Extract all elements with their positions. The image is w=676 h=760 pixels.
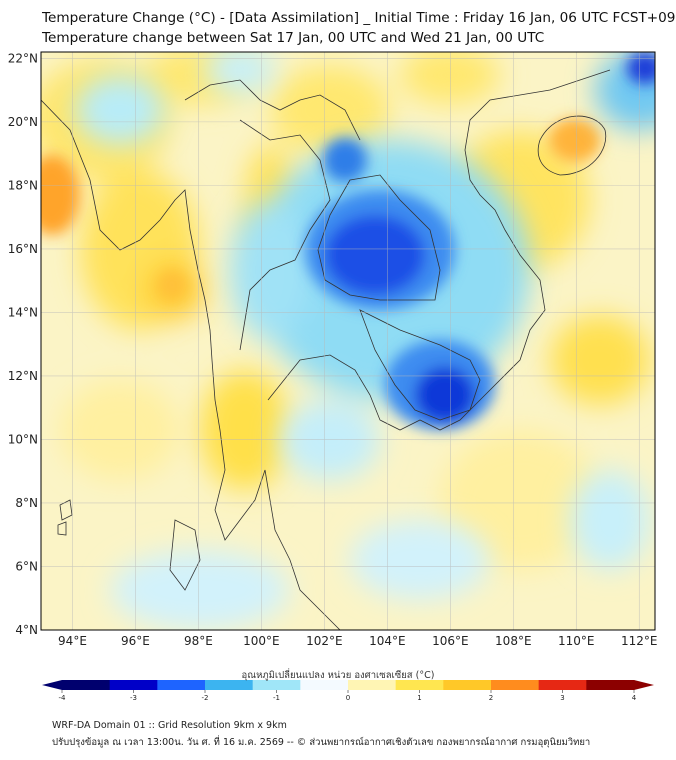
cool-patch (350, 520, 490, 600)
lon-label: 94°E (58, 634, 87, 648)
latitude-labels: 22°N 20°N 18°N 16°N 14°N 12°N 10°N 8°N 6°N 4°N (8, 51, 38, 637)
colorbar-tick-label: 2 (489, 694, 493, 702)
colorbar-tick-label: 4 (632, 694, 637, 702)
colorbar-bar (42, 680, 654, 690)
coastlines (41, 69, 611, 630)
lat-label: 14°N (8, 305, 38, 319)
colorbar-ticks: -4 -3 -2 -1 0 1 2 3 4 (59, 690, 637, 702)
colorbar-segment (395, 680, 444, 690)
lon-label: 98°E (184, 634, 213, 648)
lon-label: 102°E (306, 634, 343, 648)
cool-patch (280, 400, 380, 480)
lon-label: 106°E (432, 634, 469, 648)
map-title: Temperature Change (°C) - [Data Assimila… (42, 10, 676, 26)
warm-core (158, 271, 186, 299)
colorbar-title: อุณหภูมิเปลี่ยนแปลง หน่วย องศาเซลเซียส (… (241, 670, 435, 681)
colorbar-tick-label: -2 (202, 694, 209, 702)
map-frame (40, 51, 656, 631)
coastline-west (41, 99, 341, 630)
colorbar-segment (538, 680, 587, 690)
cold-core-northeast-thailand (325, 215, 425, 295)
lat-label: 4°N (15, 623, 38, 637)
colorbar-tick-label: -3 (130, 694, 137, 702)
thailand-border (239, 119, 331, 351)
footer-update-info: ปรับปรุงข้อมูล ณ เวลา 13:00น. วัน ศ. ที่… (52, 737, 591, 748)
warm-patch (400, 52, 500, 105)
colorbar-tick-label: -1 (273, 694, 280, 702)
colorbar-segment (491, 680, 540, 690)
cold-northern-laos (323, 138, 367, 182)
colorbar-segment (586, 680, 635, 690)
lat-label: 22°N (8, 51, 38, 65)
map-plot-area (41, 52, 655, 630)
colorbar-segment (157, 680, 206, 690)
lat-label: 18°N (8, 178, 38, 192)
footer-model-info: WRF-DA Domain 01 :: Grid Resolution 9km … (52, 720, 287, 731)
colorbar-tick-label: 3 (560, 694, 564, 702)
warm-patch (440, 430, 600, 570)
colorbar-segment (348, 680, 397, 690)
warm-patch (60, 380, 180, 480)
lon-label: 104°E (369, 634, 406, 648)
northeast-thailand-border (317, 174, 441, 301)
northern-border (184, 79, 361, 141)
colorbar-tick-label: 0 (346, 694, 350, 702)
cold-northeast-corner (627, 52, 655, 84)
cool-patch (110, 550, 290, 630)
coastline-east (267, 69, 611, 431)
island-outline (169, 519, 201, 591)
colorbar-segment (205, 680, 254, 690)
cold-core-layer (305, 52, 655, 430)
colorbar-segment (252, 680, 301, 690)
map-subtitle: Temperature change between Sat 17 Jan, 0… (42, 30, 545, 46)
cool-patch (570, 470, 650, 570)
colorbar-extend-max (634, 680, 654, 690)
cool-patch (205, 52, 275, 95)
lat-label: 10°N (8, 432, 38, 446)
lat-label: 16°N (8, 242, 38, 256)
lat-label: 20°N (8, 115, 38, 129)
lon-label: 96°E (121, 634, 150, 648)
warm-patch (270, 65, 390, 155)
islands (57, 499, 73, 536)
cambodia-border (359, 309, 481, 421)
cold-core-cambodia (415, 367, 475, 423)
lat-label: 6°N (15, 559, 38, 573)
hainan-coastline (537, 115, 607, 176)
colorbar-segment (62, 680, 111, 690)
cool-patch (75, 75, 165, 145)
warm-patch (200, 370, 290, 490)
longitude-labels: 94°E 96°E 98°E 100°E 102°E 104°E 106°E 108°E 110… (58, 634, 657, 648)
colorbar-extend-min (42, 680, 62, 690)
colorbar-tick-label: -4 (59, 694, 67, 702)
lon-label: 112°E (621, 634, 658, 648)
lon-label: 108°E (495, 634, 532, 648)
gridlines (41, 52, 655, 630)
lat-label: 8°N (15, 496, 38, 510)
lon-label: 110°E (558, 634, 595, 648)
colorbar-tick-label: 1 (417, 694, 421, 702)
colorbar: -4 -3 -2 -1 0 1 2 3 4 (42, 680, 654, 702)
warm-patch (550, 315, 650, 405)
colorbar-segment (443, 680, 492, 690)
warm-core-hainan (549, 118, 601, 162)
warm-core-bay-of-bengal (41, 155, 80, 235)
lon-label: 100°E (243, 634, 280, 648)
colorbar-segment (300, 680, 349, 690)
lat-label: 12°N (8, 369, 38, 383)
warm-core-layer (41, 118, 601, 299)
colorbar-segment (109, 680, 158, 690)
